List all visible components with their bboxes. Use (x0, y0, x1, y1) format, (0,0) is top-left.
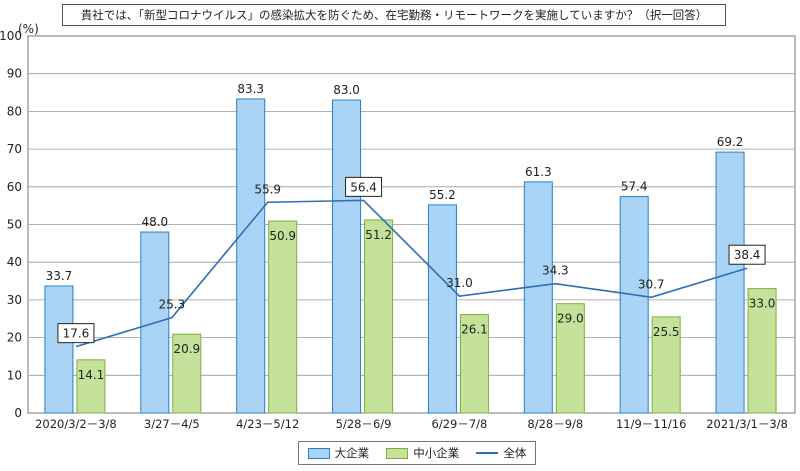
bar (651, 316, 681, 414)
y-tick-label: 100 (0, 29, 22, 43)
bar-value-label: 25.5 (653, 325, 680, 339)
legend-item-sme: 中小企業 (386, 445, 459, 461)
x-tick-label: 2021/3/1－3/8 (706, 417, 788, 431)
series-line (75, 199, 748, 348)
line-value-label: 55.9 (254, 182, 281, 196)
bar (172, 333, 202, 414)
legend-swatch-all (476, 452, 499, 454)
bar-value-label: 69.2 (717, 135, 744, 149)
y-tick-label: 80 (7, 104, 22, 118)
line-value-label: 25.3 (158, 298, 185, 312)
line-value-box (728, 244, 766, 265)
bar (268, 220, 298, 414)
bar-value-label: 20.9 (173, 342, 200, 356)
x-tick-label: 4/23－5/12 (236, 417, 299, 431)
line-value-label: 34.3 (542, 264, 569, 278)
bar-value-label: 83.0 (333, 83, 360, 97)
legend-label-large: 大企業 (334, 446, 370, 460)
bar-value-label: 55.2 (429, 188, 456, 202)
y-tick-label: 20 (7, 331, 22, 345)
legend: 大企業 中小企業 全体 (298, 441, 536, 465)
x-tick-label: 8/28－9/8 (527, 417, 583, 431)
bar-value-label: 26.1 (461, 323, 488, 337)
bar-value-label: 50.9 (269, 229, 296, 243)
bar (619, 196, 649, 414)
bar (523, 181, 553, 414)
legend-label-sme: 中小企業 (413, 446, 460, 460)
y-tick-label: 50 (7, 218, 22, 232)
x-tick-label: 6/29－7/8 (432, 417, 488, 431)
line-value-label: 17.6 (63, 327, 90, 341)
y-tick-label: 70 (7, 142, 22, 156)
x-tick-label: 3/27－4/5 (144, 417, 200, 431)
y-tick-label: 0 (14, 406, 22, 420)
y-axis-unit: (%) (18, 22, 39, 36)
legend-swatch-large (307, 447, 330, 459)
y-tick-label: 40 (7, 255, 22, 269)
x-tick-label: 2020/3/2－3/8 (35, 417, 117, 431)
line-value-label: 38.4 (734, 248, 761, 262)
bar-value-label: 57.4 (621, 180, 648, 194)
bar-value-label: 14.1 (78, 368, 105, 382)
legend-swatch-sme (386, 447, 409, 459)
y-tick-label: 10 (7, 368, 22, 382)
bar (715, 151, 745, 414)
bar-value-label: 33.7 (46, 269, 73, 283)
chart-title: 貴社では、「新型コロナウイルス」の感染拡大を防ぐため、在宅勤務・リモートワークを… (62, 4, 726, 26)
bar-value-label: 29.0 (557, 312, 584, 326)
y-tick-label: 30 (7, 293, 22, 307)
bar-value-label: 33.0 (749, 297, 776, 311)
legend-item-all: 全体 (476, 445, 526, 461)
bar (747, 288, 777, 414)
x-tick-label: 5/28－6/9 (336, 417, 392, 431)
legend-label-all: 全体 (503, 446, 527, 460)
y-tick-label: 90 (7, 67, 22, 81)
bar (555, 303, 585, 414)
legend-item-large: 大企業 (307, 445, 370, 461)
bar-value-label: 83.3 (237, 82, 264, 96)
bar (364, 219, 394, 414)
line-value-label: 31.0 (446, 276, 473, 290)
bar (427, 204, 457, 414)
bar-value-label: 48.0 (141, 215, 168, 229)
bar-value-label: 51.2 (365, 228, 392, 242)
bar (236, 98, 266, 414)
bar (44, 285, 74, 414)
x-tick-label: 11/9－11/16 (616, 417, 686, 431)
line-value-box (345, 176, 383, 197)
bar (76, 359, 106, 414)
bar-value-label: 61.3 (525, 165, 552, 179)
bar (459, 314, 489, 414)
line-value-label: 56.4 (350, 180, 377, 194)
bar (332, 99, 362, 414)
line-value-label: 30.7 (638, 277, 665, 291)
y-tick-label: 60 (7, 180, 22, 194)
line-value-box (57, 323, 95, 344)
